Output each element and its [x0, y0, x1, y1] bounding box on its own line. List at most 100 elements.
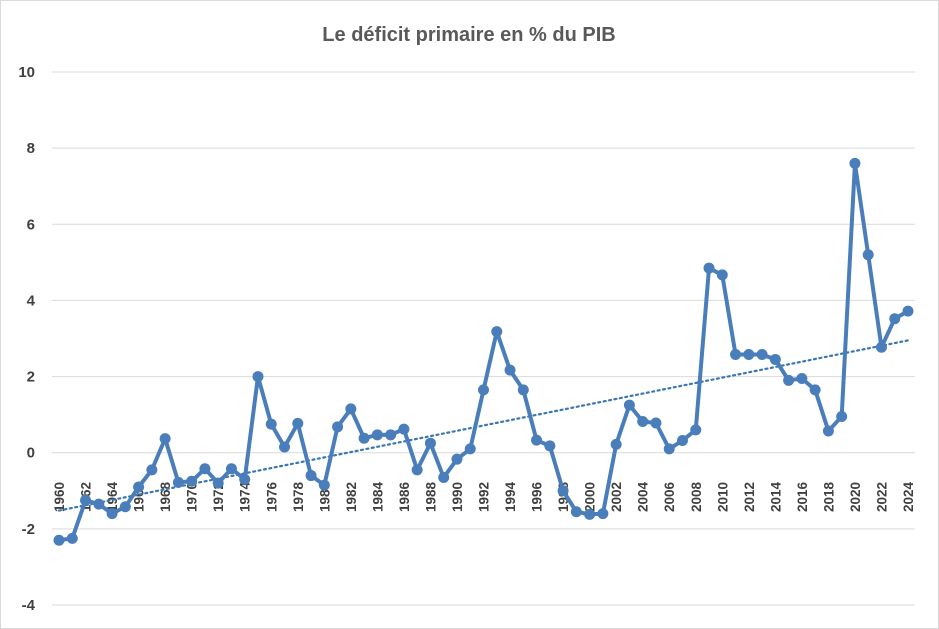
data-point — [332, 421, 344, 433]
data-point — [491, 326, 503, 338]
data-point — [385, 429, 397, 441]
data-point — [464, 443, 476, 455]
x-tick-label: 1960 — [52, 482, 67, 512]
x-tick-label: 2024 — [901, 481, 916, 512]
x-tick-label: 2004 — [636, 481, 651, 512]
x-tick-label: 2008 — [689, 481, 704, 512]
data-point — [862, 249, 874, 261]
x-tick-label: 2012 — [742, 482, 757, 512]
data-point — [889, 313, 901, 325]
data-point — [265, 418, 277, 430]
data-point — [252, 371, 264, 383]
data-point — [279, 441, 291, 453]
x-tick-label: 2006 — [662, 481, 677, 512]
data-point — [504, 364, 516, 376]
data-point — [623, 399, 635, 411]
x-tick-label: 1968 — [158, 481, 173, 512]
data-point — [716, 269, 728, 281]
y-tick-label: 2 — [27, 369, 35, 386]
data-point — [544, 440, 556, 452]
x-tick-label: 2020 — [848, 482, 863, 512]
x-tick-label: 1984 — [370, 481, 385, 512]
data-point — [478, 384, 489, 396]
data-point — [451, 453, 463, 465]
data-point — [597, 508, 609, 520]
x-tick-label: 2016 — [795, 481, 810, 512]
y-tick-label: 0 — [27, 445, 35, 462]
data-point — [159, 433, 171, 445]
x-tick-label: 1976 — [264, 481, 279, 512]
series-group — [53, 157, 914, 546]
data-point — [133, 481, 145, 493]
x-tick-label: 1964 — [105, 481, 120, 512]
y-tick-label: -2 — [22, 521, 35, 538]
x-tick-label: 1970 — [185, 482, 200, 512]
x-tick-label: 2002 — [609, 482, 624, 512]
data-point — [239, 473, 251, 485]
x-tick-label: 2010 — [715, 482, 730, 512]
x-tick-label: 2018 — [821, 481, 836, 512]
data-point — [849, 157, 861, 169]
x-tick-label: 1978 — [291, 481, 306, 512]
x-tick-label: 2022 — [874, 482, 889, 512]
data-point — [398, 423, 410, 435]
data-point — [663, 443, 675, 455]
data-point — [318, 479, 330, 491]
data-point — [557, 485, 569, 497]
data-point — [690, 424, 702, 436]
data-point — [119, 501, 131, 513]
x-tick-label: 2014 — [768, 481, 783, 512]
data-point — [703, 262, 715, 274]
trendline-group — [57, 339, 910, 512]
data-point — [345, 403, 357, 415]
x-tick-label: 1986 — [397, 481, 412, 512]
data-point — [172, 476, 184, 488]
y-axis: -4 -2 0 2 4 6 8 10 — [18, 64, 35, 614]
data-point — [371, 429, 383, 441]
data-point — [531, 434, 543, 446]
x-tick-label: 1992 — [477, 482, 492, 512]
data-point — [199, 463, 211, 475]
data-point — [796, 372, 808, 384]
x-tick-label: 1974 — [238, 481, 253, 512]
trendline — [57, 339, 910, 512]
x-tick-label: 2000 — [583, 482, 598, 512]
y-tick-label: -4 — [22, 597, 36, 614]
y-tick-label: 10 — [18, 64, 35, 81]
data-point — [809, 384, 821, 396]
data-point — [756, 348, 768, 360]
data-point — [186, 475, 198, 487]
data-point — [822, 425, 834, 437]
data-point — [66, 532, 78, 544]
x-tick-label: 1996 — [530, 481, 545, 512]
data-point — [730, 348, 742, 360]
data-point — [80, 494, 92, 506]
data-point — [358, 432, 370, 444]
data-point — [637, 415, 649, 427]
data-point — [650, 417, 662, 429]
data-point — [676, 435, 688, 447]
chart-title: Le déficit primaire en % du PIB — [322, 24, 615, 46]
data-point — [836, 411, 848, 423]
data-point — [783, 374, 795, 386]
data-point — [305, 470, 317, 482]
data-point — [53, 534, 65, 546]
data-point — [517, 384, 529, 396]
data-point — [106, 508, 118, 520]
x-tick-label: 1982 — [344, 482, 359, 512]
x-tick-label: 1972 — [211, 482, 226, 512]
data-point — [769, 353, 781, 365]
y-tick-label: 6 — [27, 216, 35, 233]
x-tick-label: 1994 — [503, 481, 518, 512]
data-point — [875, 341, 887, 353]
y-tick-label: 4 — [27, 292, 36, 309]
data-point — [424, 437, 436, 449]
data-point — [212, 477, 224, 489]
x-axis: 1960196219641966196819701972197419761978… — [52, 481, 916, 512]
data-point — [902, 305, 914, 317]
x-tick-label: 1990 — [450, 482, 465, 512]
data-point — [743, 348, 755, 360]
data-point — [584, 508, 596, 520]
